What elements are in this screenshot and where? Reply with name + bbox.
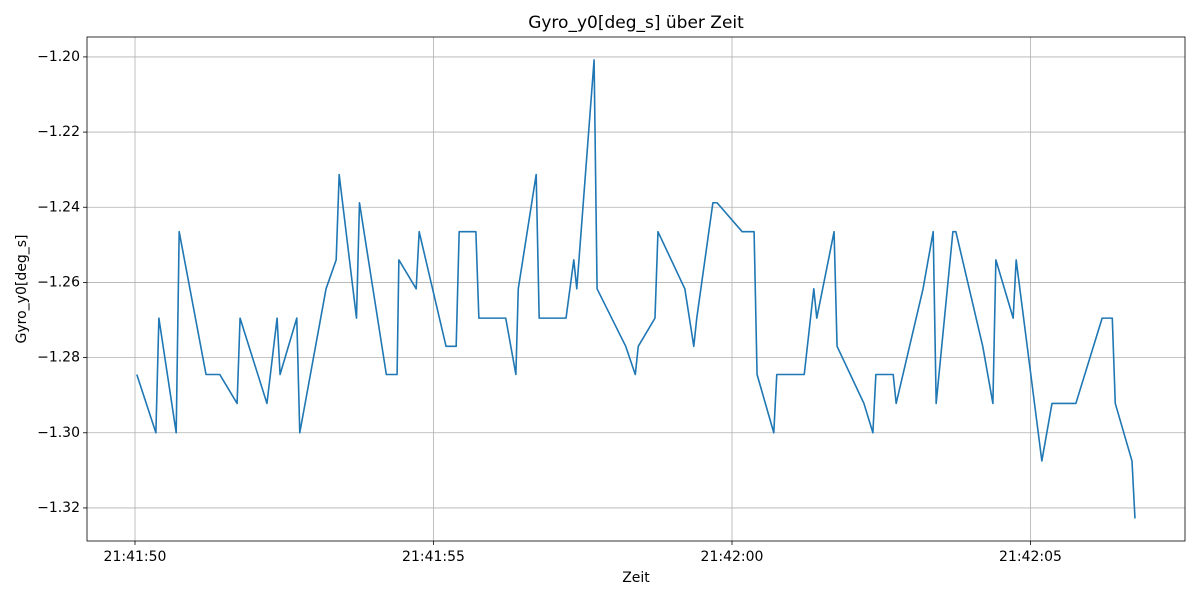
y-tick-label: −1.22: [37, 124, 80, 140]
x-tick-label: 21:42:00: [701, 549, 764, 565]
chart-title: Gyro_y0[deg_s] über Zeit: [528, 13, 744, 33]
data-line: [136, 59, 1136, 519]
y-tick-label: −1.20: [37, 49, 80, 65]
y-axis-label: Gyro_y0[deg_s]: [14, 235, 30, 344]
plot-frame: [86, 36, 1186, 542]
y-tick-label: −1.26: [37, 274, 80, 290]
x-tick-label: 21:41:55: [402, 549, 465, 565]
y-tick-label: −1.24: [37, 199, 80, 215]
x-tick-label: 21:41:50: [104, 549, 167, 565]
y-tick-label: −1.30: [37, 425, 80, 441]
x-tick-label: 21:42:05: [999, 549, 1062, 565]
x-axis-label: Zeit: [622, 570, 650, 586]
y-tick-label: −1.28: [37, 350, 80, 366]
y-tick-label: −1.32: [37, 500, 80, 516]
